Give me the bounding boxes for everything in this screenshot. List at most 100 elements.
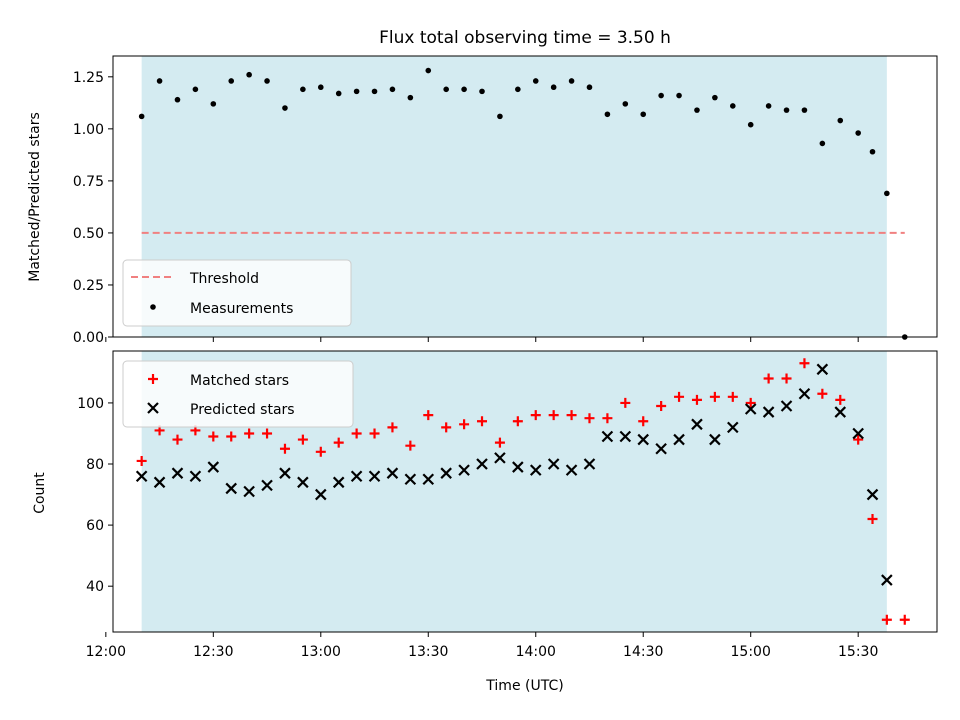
measurement-point: [568, 78, 575, 84]
measurement-point: [837, 117, 844, 124]
predicted-stars-point: [135, 470, 148, 483]
measurement-point: [497, 113, 503, 120]
matched-stars-point: [656, 400, 667, 411]
predicted-stars-point: [440, 467, 452, 479]
ratio-panel-frame: [112, 55, 938, 338]
matched-stars-point: [136, 455, 147, 466]
x-tick-label: 12:30: [193, 644, 233, 660]
matched-stars-point: [208, 431, 219, 442]
legend-predicted-swatch: [147, 402, 159, 414]
matched-stars-point: [799, 358, 810, 369]
measurement-point: [729, 103, 736, 109]
matched-stars-point: [781, 373, 792, 384]
predicted-stars-point: [422, 473, 435, 486]
matched-stars-point: [369, 428, 380, 439]
matched-stars-point: [638, 416, 649, 427]
legend-measurement-label: Measurements: [190, 301, 293, 317]
matched-stars-point: [494, 437, 505, 448]
matched-stars-point: [566, 410, 577, 421]
measurement-point: [550, 84, 557, 91]
matched-stars-point: [867, 513, 878, 524]
measurement-point: [747, 121, 754, 128]
matched-stars-point: [226, 431, 237, 442]
ratio-x-ticks: [105, 337, 859, 342]
matched-stars-point: [709, 391, 720, 402]
x-tick-label: 14:00: [516, 644, 556, 660]
measurement-point: [353, 88, 360, 95]
measurement-point: [228, 78, 235, 84]
matched-stars-point: [423, 410, 434, 421]
x-tick-label: 12:00: [86, 644, 126, 660]
legend-threshold-label: Threshold: [189, 271, 259, 287]
y-tick-label: 100: [77, 396, 104, 412]
measurement-point: [317, 84, 324, 91]
predicted-stars-point: [601, 430, 614, 443]
predicted-stars-point: [315, 488, 327, 501]
matched-stars-point: [584, 413, 595, 424]
legend-matched-swatch: [148, 374, 158, 384]
predicted-stars-point: [834, 406, 847, 418]
count-panel: 40 60 80 100 12:00 12:30 13:00 13:30 14:00 14:30…: [32, 350, 938, 694]
measurement-point: [246, 71, 252, 78]
predicted-stars-point: [458, 464, 470, 476]
legend-matched-label: Matched stars: [190, 373, 289, 389]
predicted-stars-point: [565, 464, 578, 476]
matched-stars-point: [512, 416, 523, 427]
matched-stars-point: [602, 413, 613, 424]
matched-stars-point: [881, 614, 892, 625]
predicted-stars-point: [798, 387, 811, 400]
measurement-point: [855, 130, 861, 136]
x-tick-label: 13:30: [408, 644, 448, 660]
measurement-point: [371, 88, 378, 95]
matched-stars-point: [817, 388, 828, 399]
measurement-point: [138, 113, 145, 120]
predicted-stars-point: [637, 433, 650, 446]
legend-predicted-label: Predicted stars: [190, 402, 295, 418]
matched-stars-point: [548, 410, 559, 421]
predicted-stars-point: [279, 467, 291, 479]
predicted-stars-point: [332, 476, 345, 489]
measurement-point: [640, 111, 647, 118]
legend-box: [122, 259, 352, 327]
measurement-point: [479, 88, 485, 95]
predicted-stars-point: [529, 464, 542, 476]
measurement-point: [335, 90, 342, 97]
predicted-stars-point: [762, 406, 775, 418]
measurement-point: [407, 94, 414, 101]
matched-stars-point: [674, 391, 685, 402]
measurement-point: [300, 86, 306, 93]
matched-stars-point: [691, 394, 702, 405]
predicted-stars-point: [476, 458, 488, 470]
measurement-point: [622, 101, 629, 107]
time-x-axis: 12:00 12:30 13:00 13:30 14:00 14:30 15:00 15:30: [86, 632, 878, 660]
y-tick-label: 0.00: [73, 330, 104, 346]
predicted-stars-point: [619, 430, 632, 443]
ratio-legend: Threshold Measurements: [122, 259, 352, 327]
measurement-point: [783, 107, 790, 113]
predicted-stars-point: [881, 574, 893, 586]
predicted-stars-point: [866, 488, 879, 501]
ratio-y-label: Matched/Predicted stars: [27, 112, 43, 282]
ratio-panel: 0.00 0.25 0.50 0.75 1.00 1.25 Matched/Predict…: [27, 55, 938, 346]
matched-stars-point: [351, 428, 362, 439]
measurement-point: [801, 107, 808, 113]
y-tick-label: 0.25: [73, 278, 104, 294]
predicted-stars-point: [297, 476, 309, 489]
predicted-stars-point: [225, 482, 238, 495]
measurement-point: [586, 84, 593, 91]
legend-measurement-swatch: [150, 304, 156, 310]
count-legend: Matched stars Predicted stars: [122, 360, 354, 428]
y-tick-label: 1.25: [73, 70, 104, 86]
matched-stars-point: [477, 416, 488, 427]
chart-title: Flux total observing time = 3.50 h: [379, 28, 671, 48]
x-tick-label: 15:30: [838, 644, 878, 660]
measurement-point: [156, 78, 163, 84]
matched-stars-point: [172, 434, 183, 445]
measurement-point: [389, 86, 396, 93]
measurement-point: [532, 78, 539, 84]
time-x-label: Time (UTC): [485, 678, 563, 694]
measurement-point: [264, 78, 270, 84]
matched-stars-point: [405, 440, 416, 451]
measurement-point: [515, 86, 521, 93]
measurement-point: [604, 111, 611, 118]
